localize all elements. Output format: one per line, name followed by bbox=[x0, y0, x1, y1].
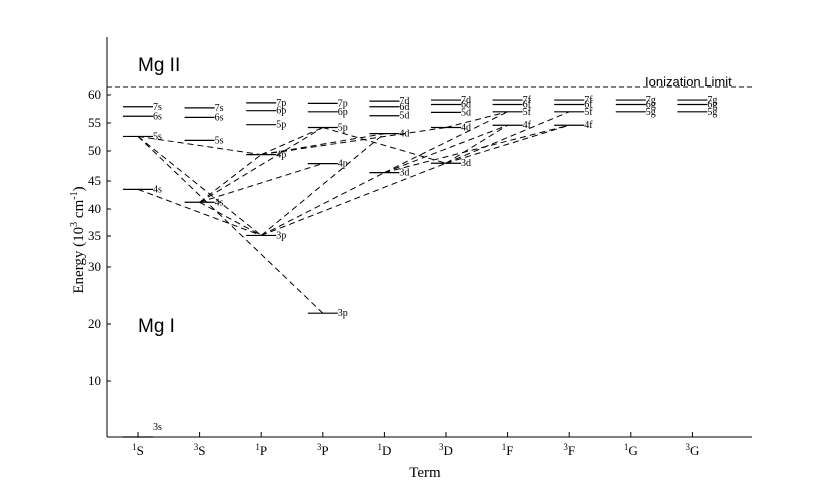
level-label-1D-6d: 6d bbox=[399, 102, 409, 113]
level-label-1P-6p: 6p bbox=[276, 106, 286, 117]
level-label-1S-6s: 6s bbox=[153, 111, 162, 122]
transition-1P-4p-to-3D-4d bbox=[261, 126, 447, 156]
mg-i-label: Mg I bbox=[138, 316, 175, 337]
level-label-3S-4s: 4s bbox=[215, 197, 224, 208]
y-tick-label: 10 bbox=[88, 373, 101, 388]
transition-3D-3d-to-3F-5f bbox=[445, 111, 570, 164]
level-label-3D-5d: 5d bbox=[461, 107, 471, 118]
level-label-3P-7p: 7p bbox=[338, 98, 348, 109]
y-axis-title: Energy (103 cm-1) bbox=[69, 186, 87, 293]
y-axis-title-exp: 3 bbox=[69, 222, 80, 227]
level-label-1F-4f: 4f bbox=[523, 120, 532, 131]
x-tick-label-1S: 1S bbox=[132, 442, 144, 458]
x-tick-label-1D: 1D bbox=[377, 442, 391, 458]
x-tick-label-3S: 3S bbox=[194, 442, 206, 458]
level-label-1G-5g: 5g bbox=[646, 107, 656, 118]
y-tick-label: 35 bbox=[88, 228, 101, 243]
transition-1S-4s-to-1P-3p bbox=[137, 188, 262, 236]
x-tick-label-1P: 1P bbox=[255, 442, 267, 458]
level-label-1S-5s: 5s bbox=[153, 131, 162, 142]
transition-1P-4p-to-3P-5p bbox=[260, 127, 324, 156]
x-tick-label-3F: 3F bbox=[563, 442, 575, 458]
level-label-3F-7f: 7f bbox=[584, 95, 593, 106]
level-group: 3s4s5s6s7s4s5s6s7s3p4p5p6p7p3p4p5p6p7p3d… bbox=[123, 95, 717, 438]
x-tick-label-1G: 1G bbox=[624, 442, 638, 458]
y-tick-label: 45 bbox=[88, 173, 101, 188]
level-label-3D-3d: 3d bbox=[461, 158, 471, 169]
x-tick-group: 1S 3S 1P 3P 1D 3D 1F 3F 1G 3G bbox=[132, 432, 699, 458]
level-label-3F-4f: 4f bbox=[584, 120, 593, 131]
y-tick-label: 40 bbox=[88, 201, 101, 216]
x-tick-label-3G: 3G bbox=[685, 442, 699, 458]
level-label-1D-7d: 7d bbox=[399, 96, 409, 107]
level-label-3G-7g: 7g bbox=[707, 95, 717, 106]
level-label-3P-6p: 6p bbox=[338, 107, 348, 118]
level-label-1F-7f: 7f bbox=[523, 95, 532, 106]
y-tick-label: 60 bbox=[88, 87, 101, 102]
transition-3D-3d-to-1F-4f bbox=[445, 124, 508, 164]
level-label-3G-6g: 6g bbox=[707, 100, 717, 111]
level-label-1F-5f: 5f bbox=[523, 107, 532, 118]
transition-1D-3d-to-1F-4f bbox=[384, 124, 508, 174]
level-label-1D-3d: 3d bbox=[399, 168, 409, 179]
level-label-3F-5f: 5f bbox=[584, 107, 593, 118]
x-axis-title: Term bbox=[409, 465, 441, 481]
level-label-3D-7d: 7d bbox=[461, 95, 471, 106]
x-tick-label-1F: 1F bbox=[502, 442, 514, 458]
transition-1D-3d-to-3F-4f bbox=[384, 124, 570, 174]
ionization-limit-label: Ionization Limit bbox=[645, 74, 732, 89]
level-label-3D-4d: 4d bbox=[461, 122, 471, 133]
level-label-1F-6f: 6f bbox=[523, 100, 532, 111]
transition-3S-4s-to-3P-4p bbox=[199, 163, 323, 203]
y-tick-label: 20 bbox=[88, 316, 101, 331]
level-label-3P-4p: 4p bbox=[338, 159, 348, 170]
y-tick-label: 55 bbox=[88, 115, 101, 130]
y-axis-title-unit: cm bbox=[71, 199, 87, 221]
transition-3D-3d-to-3F-4f bbox=[445, 124, 570, 164]
transition-1S-5s-to-1P-4p bbox=[137, 135, 262, 156]
level-label-3S-5s: 5s bbox=[215, 135, 224, 146]
level-label-3P-3p: 3p bbox=[338, 308, 348, 319]
transition-1P-3p-to-1D-3d bbox=[260, 172, 385, 236]
level-label-3S-7s: 7s bbox=[215, 103, 224, 114]
transition-1P-3p-to-3D-3d bbox=[261, 162, 447, 236]
transition-1D-3d-to-1F-5f bbox=[384, 111, 508, 174]
transition-3S-4s-to-1P-4p bbox=[199, 154, 262, 203]
level-label-1S-3s: 3s bbox=[153, 422, 162, 433]
y-axis-title-exp2: -1 bbox=[69, 191, 80, 199]
x-tick-label-3P: 3P bbox=[317, 442, 329, 458]
transition-3P-5p-to-3D-3d bbox=[322, 126, 447, 164]
transition-1S-5s-to-1P-3p bbox=[137, 136, 262, 236]
y-tick-label: 50 bbox=[88, 143, 101, 158]
transition-3S-4s-to-3P-5p bbox=[199, 127, 324, 203]
level-label-1D-5d: 5d bbox=[399, 111, 409, 122]
level-label-1P-7p: 7p bbox=[276, 98, 286, 109]
y-tick-group: 10 20 30 35 40 45 50 55 60 bbox=[88, 87, 111, 388]
level-label-1D-4d: 4d bbox=[399, 129, 409, 140]
level-label-3P-5p: 5p bbox=[338, 122, 348, 133]
mg-ii-label: Mg II bbox=[138, 55, 180, 76]
level-label-1G-6g: 6g bbox=[646, 100, 656, 111]
transition-3S-4s-to-1P-3p bbox=[199, 201, 262, 236]
level-label-3D-6d: 6d bbox=[461, 100, 471, 111]
level-label-1P-3p: 3p bbox=[276, 230, 286, 241]
level-label-3S-6s: 6s bbox=[215, 112, 224, 123]
level-label-1G-7g: 7g bbox=[646, 95, 656, 106]
y-axis-title-close: ) bbox=[71, 186, 87, 191]
transition-1P-3p-to-1D-4d bbox=[260, 133, 385, 236]
level-label-3F-6f: 6f bbox=[584, 100, 593, 111]
level-label-3G-5g: 5g bbox=[707, 107, 717, 118]
level-label-1S-4s: 4s bbox=[153, 184, 162, 195]
transition-1S-5s-to-3P-3p bbox=[137, 136, 324, 314]
transition-3D-4d-to-1F-5f bbox=[445, 111, 508, 128]
y-axis-title-main: Energy (10 bbox=[71, 227, 87, 294]
y-tick-label: 30 bbox=[88, 259, 101, 274]
transition-group bbox=[137, 111, 570, 314]
x-tick-label-3D: 3D bbox=[439, 442, 453, 458]
level-label-1P-5p: 5p bbox=[276, 120, 286, 131]
level-label-1S-7s: 7s bbox=[153, 102, 162, 113]
level-label-1P-4p: 4p bbox=[276, 150, 286, 161]
